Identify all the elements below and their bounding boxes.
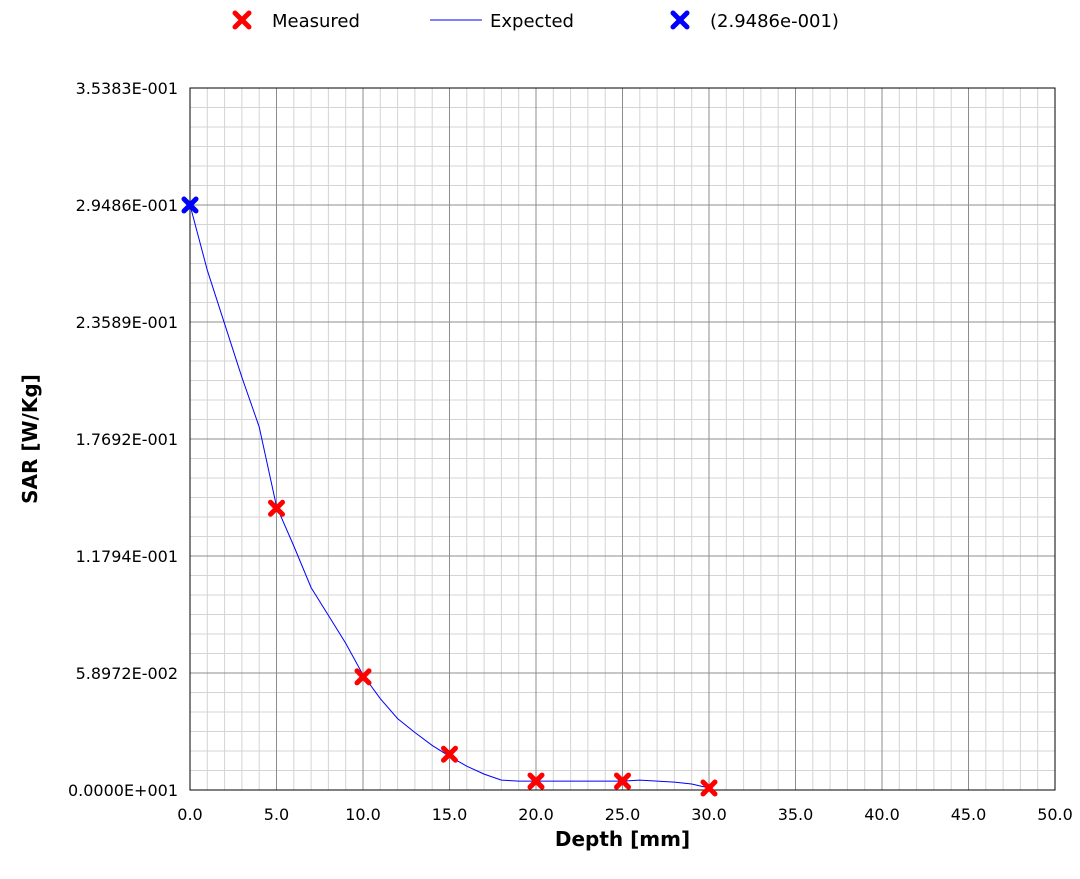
measured-point [268, 499, 285, 517]
y-tick-label: 1.7692E-001 [76, 430, 178, 449]
measured-point [354, 668, 372, 686]
legend-label: (2.9486e-001) [710, 11, 839, 32]
legend-label: Measured [272, 11, 360, 32]
major-grid [189, 87, 1056, 791]
x-tick-label: 25.0 [605, 805, 641, 824]
series-layer [181, 196, 718, 797]
x-tick-label: 35.0 [778, 805, 814, 824]
x-tick-label: 40.0 [864, 805, 900, 824]
plot-frame [189, 87, 1056, 791]
x-tick-label: 10.0 [345, 805, 381, 824]
y-axis-title: SAR [W/Kg] [18, 374, 42, 504]
y-tick-label: 1.1794E-001 [76, 547, 178, 566]
legend-marker-swatch [232, 10, 252, 30]
measured-point [614, 772, 631, 790]
x-tick-label: 30.0 [691, 805, 727, 824]
y-tick-label: 3.5383E-001 [76, 79, 178, 98]
x-tick-labels: 0.0 5.0 10.0 15.0 20.0 25.0 30.0 35.0 40.0 45.0 50… [177, 805, 1073, 824]
measured-point [441, 745, 458, 763]
legend-marker-swatch [670, 10, 690, 30]
x-tick-label: 5.0 [264, 805, 289, 824]
x-axis-title: Depth [mm] [555, 827, 690, 851]
y-tick-labels: 0.0000E+001 5.8972E-002 1.1794E-001 1.7692E… [68, 79, 178, 800]
legend-item: (2.9486e-001) [670, 10, 839, 32]
y-tick-label: 2.3589E-001 [76, 313, 178, 332]
legend-item: Expected [430, 11, 574, 32]
legend-label: Expected [490, 11, 574, 32]
peak-marker [181, 196, 199, 214]
x-tick-label: 50.0 [1037, 805, 1073, 824]
measured-point [527, 772, 545, 790]
y-tick-label: 5.8972E-002 [76, 664, 178, 683]
legend-item: Measured [232, 10, 360, 32]
measured-point [700, 779, 718, 797]
x-tick-label: 15.0 [432, 805, 468, 824]
x-tick-label: 0.0 [177, 805, 202, 824]
x-tick-label: 45.0 [951, 805, 987, 824]
x-tick-label: 20.0 [518, 805, 554, 824]
legend: Measured Expected (2.9486e-001) [232, 10, 839, 32]
y-tick-label: 2.9486E-001 [76, 196, 178, 215]
y-tick-label: 0.0000E+001 [68, 781, 178, 800]
